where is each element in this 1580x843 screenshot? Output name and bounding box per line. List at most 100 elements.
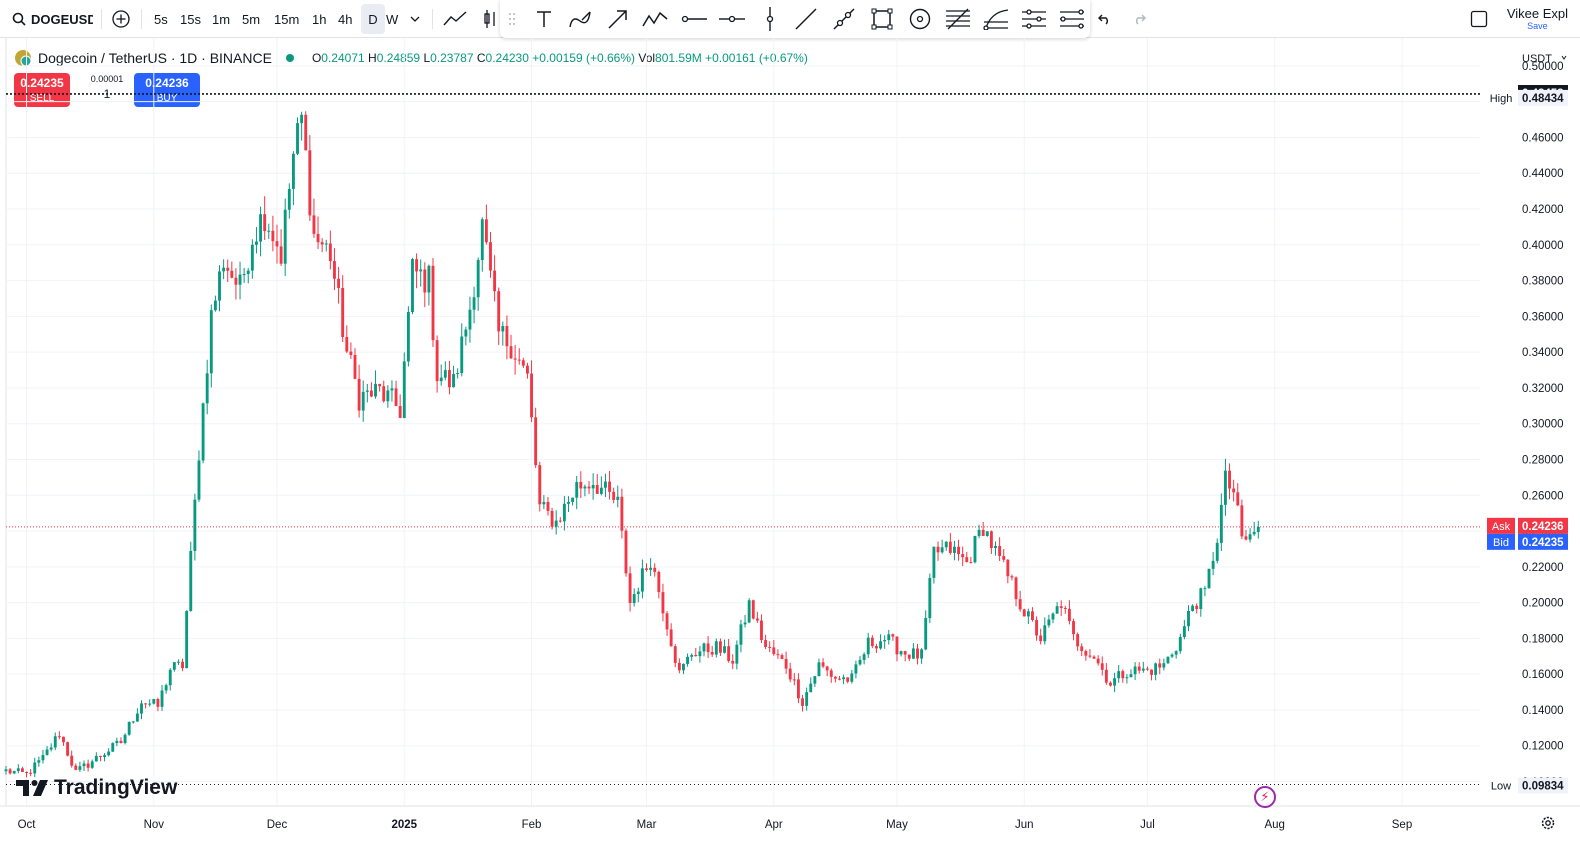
vertical-line-tool[interactable]: [756, 5, 784, 33]
candle-body: [895, 636, 899, 655]
rectangle-tool[interactable]: [868, 5, 896, 33]
timeframe-4h[interactable]: 4h: [338, 11, 353, 27]
symbol-search[interactable]: DOGEUSD: [12, 0, 96, 38]
horizontal-line-tool[interactable]: [718, 5, 746, 33]
price-tick-label: 0.20000: [1522, 598, 1564, 610]
indicators-button[interactable]: [480, 0, 500, 38]
time-tick-label: Nov: [144, 819, 165, 831]
candle-body: [677, 662, 681, 671]
text-tool[interactable]: [530, 5, 558, 33]
candle-body: [160, 690, 164, 707]
bid-badge-value-bg: [1518, 533, 1568, 550]
sell-price: 0.24235: [20, 76, 64, 90]
time-axis[interactable]: Oct Nov Dec 2025 Feb Mar Apr May Jun Jul Aug Sep: [0, 805, 1580, 831]
layout-button[interactable]: [1468, 0, 1490, 38]
candle-body: [156, 699, 160, 707]
candle-body: [1228, 470, 1231, 489]
price-tick-label: 0.50000: [1522, 61, 1564, 73]
bid-badge-label: Bid: [1493, 537, 1509, 549]
timeframe-1h[interactable]: 1h: [312, 11, 327, 27]
timeframe-1m[interactable]: 1m: [212, 11, 231, 27]
gann-tool[interactable]: [1058, 5, 1086, 33]
candle-body: [493, 270, 497, 292]
chart-type-button[interactable]: [440, 0, 470, 38]
candle-body: [714, 641, 718, 655]
candle-body: [456, 373, 460, 375]
candle-body: [690, 654, 694, 657]
candle-body: [415, 259, 419, 272]
candle-body: [1121, 671, 1125, 679]
candle-body: [842, 677, 846, 680]
path-tool[interactable]: [641, 5, 669, 33]
horizontal-ray-tool[interactable]: [680, 5, 708, 33]
time-tick-label: Jun: [1015, 819, 1034, 831]
circle-tool[interactable]: [906, 5, 934, 33]
undo-button[interactable]: [1094, 0, 1114, 38]
price-axis[interactable]: USDT0.500000.480000.460000.440000.420000…: [1486, 38, 1580, 806]
candle-body: [645, 568, 648, 570]
low-badge-label-bg: [1487, 777, 1515, 794]
timeframe-5s[interactable]: 5s: [154, 11, 168, 27]
candle-body: [509, 346, 513, 359]
candle-body: [177, 661, 180, 663]
timeframe-d[interactable]: D: [361, 4, 385, 34]
arrow-icon: [608, 10, 627, 29]
arrow-tool[interactable]: [604, 5, 632, 33]
fib-fan-tool[interactable]: [982, 5, 1010, 33]
candle-body: [390, 388, 394, 391]
candle-body: [829, 670, 833, 677]
pitchfork-tool[interactable]: [1020, 5, 1048, 33]
timeframe-15m[interactable]: 15m: [274, 11, 300, 27]
symbol-title[interactable]: Dogecoin / TetherUS · 1D · BINANCE: [38, 50, 272, 66]
candle-body: [209, 310, 213, 374]
candle-body: [669, 629, 673, 647]
candle-body: [760, 620, 763, 641]
timeframe-15s[interactable]: 15s: [180, 11, 201, 27]
time-tick-label: Mar: [637, 819, 657, 831]
price-tick-label: 0.14000: [1522, 705, 1564, 717]
settings-gear-icon[interactable]: [1540, 815, 1556, 831]
redo-button[interactable]: [1130, 0, 1150, 38]
candle-body: [723, 646, 726, 653]
price-tick-label: 0.34000: [1522, 347, 1564, 359]
gann-icon: [1060, 9, 1084, 29]
volume-value: 801.59M: [655, 51, 702, 65]
user-save-area[interactable]: Vikee Expl Save: [1507, 6, 1568, 31]
grip-icon: [509, 13, 515, 25]
candle-body: [197, 460, 201, 500]
trend-line-tool[interactable]: [792, 5, 820, 33]
timeframe-5m[interactable]: 5m: [242, 11, 261, 27]
candle-body: [1191, 605, 1195, 611]
candle-body: [649, 567, 653, 570]
timeframe-dropdown[interactable]: [406, 0, 424, 38]
candle-body: [279, 246, 283, 264]
candle-body: [1141, 668, 1145, 671]
timeframe-w[interactable]: W: [386, 11, 399, 27]
market-status-dot[interactable]: [285, 54, 294, 62]
candle-body: [57, 736, 61, 738]
candle-body: [472, 297, 476, 310]
fib-retracement-tool[interactable]: [944, 5, 972, 33]
candle-body: [1256, 526, 1260, 532]
candle-body: [989, 531, 993, 548]
user-name: Vikee Expl: [1506, 6, 1568, 21]
close-key: C: [476, 51, 486, 65]
candle-body: [1117, 671, 1121, 679]
candle-body: [998, 545, 1002, 556]
fib-icon: [946, 8, 970, 30]
compare-add-button[interactable]: [108, 0, 134, 38]
save-link[interactable]: Save: [1527, 21, 1548, 31]
drawing-toolbar: [500, 0, 1090, 38]
undo-icon: [1098, 14, 1108, 25]
horizontal-line-icon: [719, 15, 745, 23]
candle-body: [489, 242, 492, 271]
high-key: H: [368, 51, 377, 65]
ray-tool[interactable]: [830, 5, 858, 33]
bid-badge-value: 0.24235: [1522, 537, 1564, 549]
brush-tool[interactable]: [566, 5, 594, 33]
price-chart[interactable]: USDT0.500000.480000.460000.440000.420000…: [0, 38, 1580, 843]
candle-body: [1125, 677, 1129, 679]
drag-handle[interactable]: [504, 5, 520, 33]
candle-body: [1084, 651, 1088, 656]
lightning-icon[interactable]: ⚡: [1254, 786, 1276, 808]
